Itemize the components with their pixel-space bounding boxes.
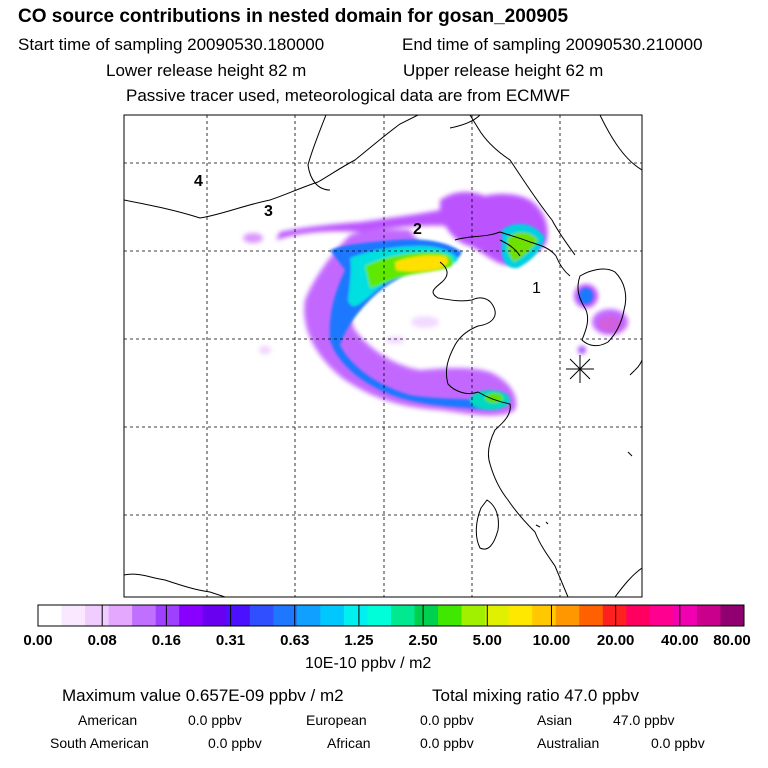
south-american-label: South American — [50, 735, 149, 751]
colorbar-tick-label: 80.00 — [713, 632, 751, 649]
colorbar-swatch — [579, 605, 604, 626]
marker-2: 2 — [413, 221, 422, 238]
colorbar-swatch — [108, 605, 133, 626]
colorbar-swatch — [226, 605, 251, 626]
colorbar-swatch — [626, 605, 651, 626]
colorbar-swatch — [61, 605, 86, 626]
plume-faint-mid2 — [385, 336, 405, 344]
colorbar-swatch — [343, 605, 368, 626]
asian-label: Asian — [537, 712, 573, 728]
colorbar-swatch — [85, 605, 110, 626]
colorbar-tick-label: 5.00 — [472, 632, 502, 649]
start-time: Start time of sampling 20090530.180000 — [18, 35, 325, 54]
african-value: 0.0 ppbv — [420, 735, 474, 751]
colorbar-swatch — [155, 605, 180, 626]
colorbar-swatch — [649, 605, 674, 626]
colorbar-tick-label: 1.25 — [344, 632, 374, 649]
colorbar-frame — [37, 604, 745, 627]
plume-layer — [243, 191, 628, 416]
colorbar-tick-label: 0.31 — [215, 632, 246, 649]
colorbar-swatch — [720, 605, 745, 626]
asian-value: 47.0 ppbv — [613, 712, 675, 728]
plume-inner-layer — [329, 223, 622, 410]
total-mixing-ratio: Total mixing ratio 47.0 ppbv — [432, 686, 639, 705]
colorbar-swatch — [555, 605, 580, 626]
colorbar-tick-label: 0.08 — [87, 632, 117, 649]
colorbar-swatch — [38, 605, 63, 626]
chart-title: CO source contributions in nested domain… — [18, 6, 569, 27]
colorbar-tick-label: 10.00 — [532, 632, 571, 649]
receptor-marker — [566, 355, 594, 383]
colorbar-tick-label: 40.00 — [661, 632, 699, 649]
max-value: Maximum value 0.657E-09 ppbv / m2 — [62, 686, 344, 705]
plume-faint-west — [243, 233, 263, 243]
tracer-note: Passive tracer used, meteorological data… — [126, 86, 571, 105]
colorbar-swatch — [532, 605, 557, 626]
graticule — [124, 115, 642, 597]
colorbar-swatch — [696, 605, 721, 626]
colorbar-swatch — [673, 605, 698, 626]
colorbar-tick-label: 2.50 — [408, 632, 438, 649]
colorbar-tick-label: 0.00 — [23, 632, 53, 649]
south-american-value: 0.0 ppbv — [208, 735, 262, 751]
plume-korea-pink — [598, 316, 622, 332]
plume-faint-mid — [411, 316, 439, 328]
lower-release-height: Lower release height 82 m — [106, 61, 307, 80]
plume-seoul-blue — [579, 288, 593, 304]
plume-yellow-core — [395, 255, 448, 272]
colorbar — [37, 604, 745, 627]
plume-korea-dot — [578, 346, 586, 354]
colorbar-tick-label: 20.00 — [596, 632, 635, 649]
plume-faint-sw — [259, 346, 271, 354]
end-time: End time of sampling 20090530.210000 — [402, 35, 703, 54]
colorbar-swatch — [132, 605, 157, 626]
colorbar-swatch — [367, 605, 392, 626]
map-frame — [123, 114, 643, 598]
plume-outer-north — [276, 192, 486, 240]
colorbar-swatch — [414, 605, 439, 626]
colorbar-swatch — [179, 605, 204, 626]
colorbar-swatch — [249, 605, 274, 626]
colorbar-swatch — [438, 605, 463, 626]
colorbar-tick-label: 0.16 — [151, 632, 181, 649]
marker-4: 4 — [194, 173, 203, 190]
colorbar-swatch — [202, 605, 227, 626]
american-value: 0.0 ppbv — [188, 712, 242, 728]
colorbar-swatch — [461, 605, 486, 626]
colorbar-tick-label: 0.63 — [280, 632, 310, 649]
australian-value: 0.0 ppbv — [651, 735, 705, 751]
plume-yangtze-green — [485, 393, 503, 403]
colorbar-swatch — [508, 605, 533, 626]
colorbar-swatch — [296, 605, 321, 626]
african-label: African — [327, 735, 371, 751]
marker-3: 3 — [264, 203, 273, 220]
european-label: European — [306, 712, 367, 728]
colorbar-swatch — [391, 605, 416, 626]
american-label: American — [78, 712, 138, 728]
colorbar-swatch — [602, 605, 627, 626]
marker-1: 1 — [532, 280, 541, 297]
coastlines — [124, 115, 642, 597]
upper-release-height: Upper release height 62 m — [403, 61, 604, 80]
colorbar-swatch — [273, 605, 298, 626]
colorbar-units: 10E-10 ppbv / m2 — [305, 655, 432, 672]
european-value: 0.0 ppbv — [420, 712, 474, 728]
plume-ne-green — [507, 232, 538, 262]
australian-label: Australian — [537, 735, 600, 751]
colorbar-swatch — [485, 605, 510, 626]
colorbar-swatch — [320, 605, 345, 626]
